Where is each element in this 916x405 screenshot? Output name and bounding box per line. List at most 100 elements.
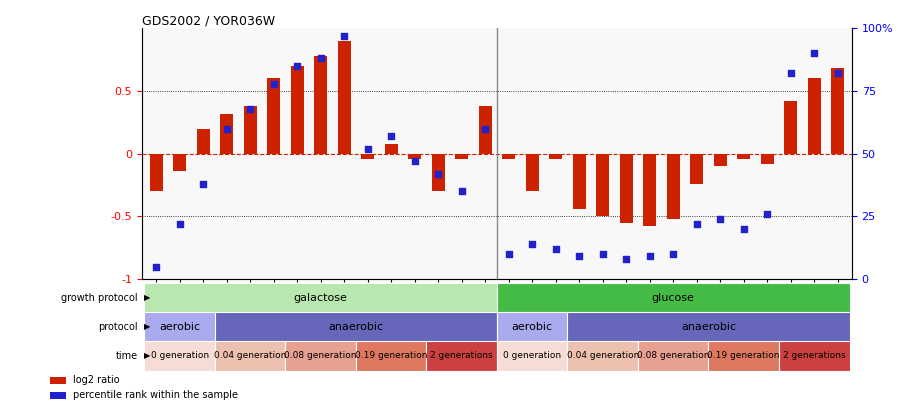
Point <box>148 263 163 270</box>
Bar <box>784 101 797 153</box>
Point <box>572 253 586 260</box>
Text: GDS2002 / YOR036W: GDS2002 / YOR036W <box>142 14 275 27</box>
Bar <box>385 144 398 153</box>
Point <box>783 70 798 77</box>
Bar <box>338 41 351 153</box>
Bar <box>832 68 845 153</box>
Bar <box>290 66 303 153</box>
Text: log2 ratio: log2 ratio <box>73 375 119 385</box>
Point <box>408 158 422 164</box>
Text: time: time <box>115 351 137 361</box>
Bar <box>496 341 567 371</box>
Bar <box>215 312 496 341</box>
Text: 2 generations: 2 generations <box>431 352 493 360</box>
Point <box>525 241 540 247</box>
Point <box>289 63 304 69</box>
Bar <box>145 283 496 312</box>
Bar <box>409 153 421 159</box>
Bar <box>220 113 233 153</box>
Text: anaerobic: anaerobic <box>681 322 736 332</box>
Bar <box>479 106 492 153</box>
Bar <box>808 79 821 153</box>
Text: aerobic: aerobic <box>512 322 552 332</box>
Text: 0.08 generation: 0.08 generation <box>284 352 357 360</box>
Point <box>760 211 775 217</box>
Point <box>807 50 822 57</box>
Text: ▶: ▶ <box>144 293 150 302</box>
Bar <box>286 341 356 371</box>
Point <box>360 145 375 152</box>
Bar <box>145 312 215 341</box>
Text: 0.19 generation: 0.19 generation <box>354 352 428 360</box>
Point <box>219 126 234 132</box>
Point <box>690 221 704 227</box>
Bar <box>638 341 708 371</box>
Text: 0.08 generation: 0.08 generation <box>637 352 710 360</box>
Point <box>337 33 352 39</box>
Point <box>642 253 657 260</box>
Point <box>243 105 257 112</box>
Point <box>478 126 493 132</box>
Text: 0.19 generation: 0.19 generation <box>707 352 780 360</box>
Point <box>313 55 328 62</box>
Bar <box>496 283 849 312</box>
Text: ▶: ▶ <box>144 352 150 360</box>
Bar <box>502 153 515 159</box>
Point <box>501 251 516 257</box>
Bar <box>244 106 256 153</box>
Bar <box>620 153 633 223</box>
Text: 0 generation: 0 generation <box>150 352 209 360</box>
Text: aerobic: aerobic <box>159 322 201 332</box>
Text: 0.04 generation: 0.04 generation <box>566 352 638 360</box>
Point <box>267 80 281 87</box>
Point <box>619 256 634 262</box>
Point <box>196 181 211 187</box>
Bar <box>149 153 162 191</box>
Point <box>595 251 610 257</box>
Bar <box>596 153 609 216</box>
Text: protocol: protocol <box>98 322 137 332</box>
Point <box>831 70 845 77</box>
Bar <box>427 341 496 371</box>
Bar <box>356 341 427 371</box>
Point <box>384 133 398 139</box>
Bar <box>267 79 280 153</box>
Text: glucose: glucose <box>652 293 694 303</box>
Point <box>736 226 751 232</box>
Bar <box>526 153 539 191</box>
Bar <box>197 129 210 153</box>
Bar <box>496 312 567 341</box>
Bar <box>708 341 779 371</box>
Text: 0.04 generation: 0.04 generation <box>214 352 287 360</box>
Point <box>431 171 445 177</box>
Bar <box>550 153 562 159</box>
Bar <box>431 153 444 191</box>
Point <box>549 246 563 252</box>
Bar <box>50 392 66 399</box>
Text: growth protocol: growth protocol <box>60 293 137 303</box>
Bar <box>455 153 468 159</box>
Bar <box>361 153 374 159</box>
Bar <box>667 153 680 219</box>
Text: anaerobic: anaerobic <box>328 322 384 332</box>
Bar <box>572 153 585 209</box>
Text: galactose: galactose <box>294 293 347 303</box>
Bar <box>145 341 215 371</box>
Bar <box>173 153 186 171</box>
Bar <box>215 341 286 371</box>
Bar <box>314 56 327 153</box>
Point <box>454 188 469 194</box>
Text: 0 generation: 0 generation <box>503 352 562 360</box>
Bar <box>779 341 849 371</box>
Text: 2 generations: 2 generations <box>783 352 845 360</box>
Bar <box>737 153 750 159</box>
Bar <box>567 341 638 371</box>
Text: percentile rank within the sample: percentile rank within the sample <box>73 390 238 401</box>
Bar <box>691 153 703 184</box>
Bar <box>714 153 726 166</box>
Point <box>666 251 681 257</box>
Text: ▶: ▶ <box>144 322 150 331</box>
Bar <box>50 377 66 384</box>
Point <box>172 221 187 227</box>
Point <box>713 215 727 222</box>
